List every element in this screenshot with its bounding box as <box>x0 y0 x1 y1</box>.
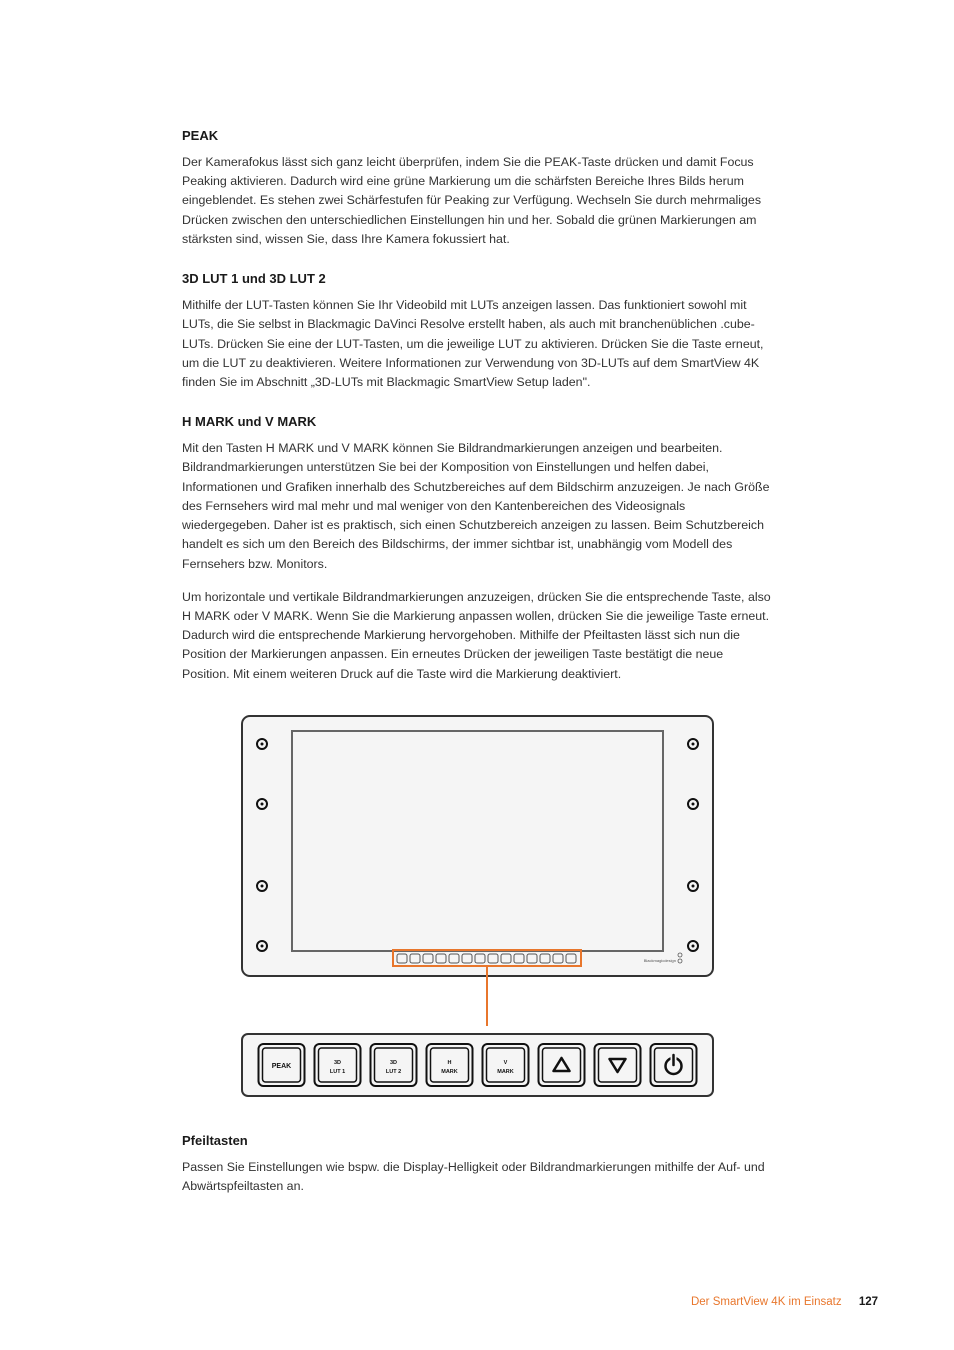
button-label-bottom: MARK <box>441 1069 458 1075</box>
footer-page-number: 127 <box>859 1296 878 1308</box>
button-label-bottom: LUT 2 <box>385 1069 400 1075</box>
button-label-top: H <box>447 1060 451 1066</box>
body-lut: Mithilfe der LUT-Tasten können Sie Ihr V… <box>182 296 772 392</box>
button-label-bottom: LUT 1 <box>329 1069 344 1075</box>
button-label-top: V <box>503 1060 507 1066</box>
body-peak: Der Kamerafokus lässt sich ganz leicht ü… <box>182 153 772 249</box>
page-footer: Der SmartView 4K im Einsatz 127 <box>691 1296 878 1308</box>
monitor-figure: Blackmagicdesign PEAK 3D LUT 1 3D LUT 2 H MARK V… <box>240 706 715 1111</box>
button-label-bottom: MARK <box>497 1069 514 1075</box>
body-mark-1: Mit den Tasten H MARK und V MARK können … <box>182 439 772 574</box>
control-panel <box>242 1034 713 1096</box>
heading-peak: PEAK <box>182 128 772 143</box>
button-label-top: 3D <box>333 1060 340 1066</box>
button-label: PEAK <box>271 1063 290 1070</box>
footer-title: Der SmartView 4K im Einsatz <box>691 1296 842 1308</box>
monitor-body <box>242 716 713 976</box>
button-label-top: 3D <box>389 1060 396 1066</box>
body-arrows: Passen Sie Einstellungen wie bspw. die D… <box>182 1158 772 1196</box>
heading-arrows: Pfeiltasten <box>182 1133 772 1148</box>
body-mark-2: Um horizontale und vertikale Bildrandmar… <box>182 588 772 684</box>
brand-logo: Blackmagicdesign <box>643 958 675 963</box>
heading-mark: H MARK und V MARK <box>182 414 772 429</box>
heading-lut: 3D LUT 1 und 3D LUT 2 <box>182 271 772 286</box>
